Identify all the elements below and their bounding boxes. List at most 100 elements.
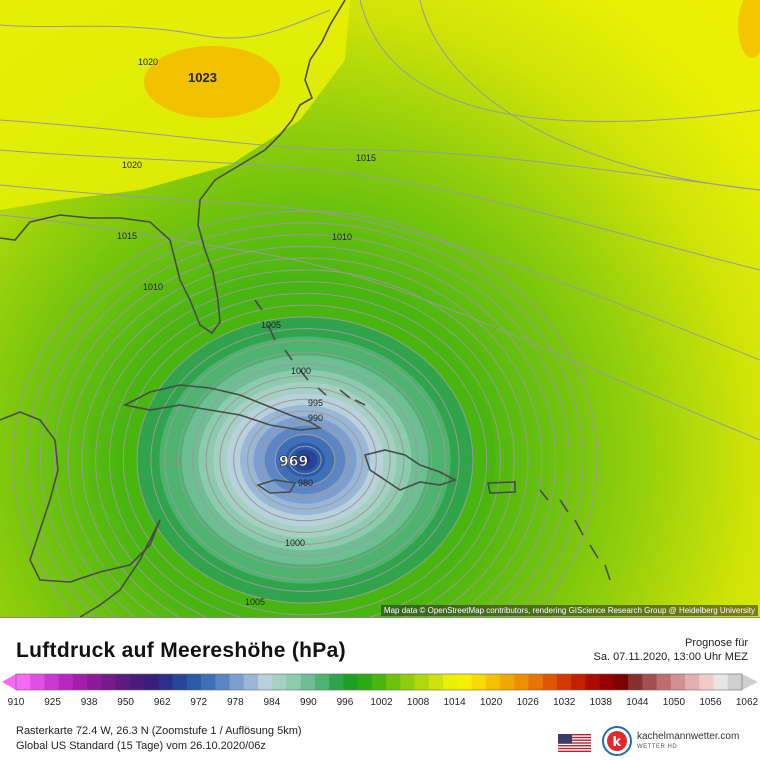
- colorbar-segment: [229, 674, 245, 690]
- colorbar-segment: [72, 674, 88, 690]
- colorbar-tick-label: 1056: [699, 697, 722, 708]
- isobar-label: 990: [308, 413, 323, 423]
- isobar-line: [359, 0, 760, 123]
- high-east-core: [738, 0, 760, 58]
- low-pressure-system: [114, 298, 496, 617]
- high-pressure-core: [144, 46, 280, 118]
- svg-text:k: k: [613, 735, 622, 750]
- colorbar-segment: [30, 674, 46, 690]
- colorbar-segment: [713, 674, 729, 690]
- colorbar-segment: [101, 674, 117, 690]
- colorbar-segment: [329, 674, 345, 690]
- us-east-coast: [0, 0, 346, 335]
- isobar-line: [53, 245, 557, 617]
- colorbar-tick-label: 962: [153, 697, 171, 708]
- colorbar-tick-label: 996: [336, 697, 354, 708]
- colorbar-segment: [599, 674, 615, 690]
- brand-name[interactable]: kachelmannwetter.com: [637, 731, 740, 742]
- colorbar-tick-label: 972: [190, 697, 208, 708]
- isobar-line: [122, 304, 488, 616]
- colorbar-segment: [129, 674, 145, 690]
- legend-title: Luftdruck auf Meereshöhe (hPa): [16, 639, 346, 662]
- colorbar-segment: [628, 674, 643, 690]
- colorbar-tick-label: 950: [117, 697, 134, 708]
- kachelmann-logo-icon[interactable]: k: [602, 726, 632, 756]
- colorbar-tick-label: 938: [80, 697, 98, 708]
- raster-info: Rasterkarte 72.4 W, 26.3 N (Zoomstufe 1 …: [16, 725, 302, 737]
- colorbar-tick-label: 978: [226, 697, 244, 708]
- isobar-lines: [0, 0, 760, 617]
- legend-panel: Luftdruck auf Meereshöhe (hPa) Prognose …: [0, 618, 760, 760]
- puerto-rico-coast: [487, 481, 516, 494]
- colorbar-segment: [556, 674, 572, 690]
- isobar-line: [0, 9, 331, 39]
- isobar-line: [0, 149, 760, 271]
- central-america-coast: [0, 411, 161, 617]
- isobar-line: [150, 328, 460, 592]
- colorbar-segment: [585, 674, 601, 690]
- colorbar-segment: [286, 674, 302, 690]
- colorbar-tick-label: 990: [300, 697, 317, 708]
- colorbar-segment: [542, 674, 558, 690]
- pressure-map: 1020 1023 1020 1015 1015 1010 1010 1005 …: [0, 0, 760, 618]
- isobar-label: 1010: [332, 232, 352, 242]
- isobar-line: [274, 434, 336, 486]
- isobar-label: 1015: [117, 231, 137, 241]
- isobar-line: [12, 210, 598, 617]
- colorbar-right-arrow: [742, 674, 758, 690]
- isobar-line: [233, 398, 377, 522]
- isobar-line: [0, 119, 760, 191]
- colorbar-segment: [186, 674, 202, 690]
- isobar-label: 980: [298, 478, 313, 488]
- colorbar-segment: [428, 674, 444, 690]
- colorbar-segment: [414, 674, 430, 690]
- isobar-label: 1005: [245, 597, 265, 607]
- colorbar-tick-label: 1002: [370, 697, 393, 708]
- colorbar-segment: [571, 674, 587, 690]
- colorbar-segment: [115, 674, 131, 690]
- colorbar-tick-label: 1014: [443, 697, 466, 708]
- brand-sub: WETTER HD: [637, 744, 678, 750]
- colorbar-segment: [258, 674, 273, 690]
- isobar-line: [40, 234, 570, 617]
- colorbar-segment: [699, 674, 715, 690]
- isobar-line: [178, 351, 432, 569]
- isobar-label: 1000: [291, 366, 311, 376]
- colorbar-tick-label: 1038: [589, 697, 612, 708]
- colorbar-segment: [343, 674, 359, 690]
- isobar-line: [219, 386, 391, 534]
- colorbar-tick-label: 910: [7, 697, 25, 708]
- forecast-date: Sa. 07.11.2020, 13:00 Uhr MEZ: [593, 651, 749, 663]
- map-attribution[interactable]: Map data © OpenStreetMap contributors, r…: [380, 605, 758, 616]
- colorbar-tick-label: 1020: [480, 697, 503, 708]
- colorbar-segment: [371, 674, 387, 690]
- colorbar-segment: [443, 674, 458, 690]
- pressure-ring: [299, 455, 311, 465]
- colorbar-segment: [172, 674, 188, 690]
- colorbar-segment: [201, 674, 216, 690]
- colorbar-left-arrow: [2, 674, 16, 690]
- isobar-label: 1010: [143, 282, 163, 292]
- model-info: Global US Standard (15 Tage) vom 26.10.2…: [16, 740, 266, 752]
- isobar-label: 995: [308, 398, 323, 408]
- colorbar-border: [15, 673, 743, 691]
- isobar-line: [288, 445, 322, 475]
- colorbar-segment: [485, 674, 501, 690]
- coastlines: [0, 0, 611, 617]
- isobar-line: [136, 316, 474, 604]
- pressure-colorbar: [2, 673, 758, 691]
- isobar-line: [191, 363, 419, 557]
- cuba-coast: [122, 384, 323, 431]
- bahamas: [254, 299, 366, 406]
- isobar-line: [0, 184, 760, 361]
- us-flag-icon[interactable]: [558, 734, 591, 752]
- antilles: [539, 489, 611, 581]
- isobar-line: [260, 422, 350, 498]
- colorbar-tick-label: 1026: [516, 697, 539, 708]
- colorbar-segment: [272, 674, 288, 690]
- isobar-line: [26, 222, 584, 617]
- forecast-label: Prognose für: [685, 637, 748, 649]
- colorbar-tick-label: 1032: [553, 697, 576, 708]
- isobar-line: [81, 269, 529, 617]
- colorbar-segment: [471, 674, 487, 690]
